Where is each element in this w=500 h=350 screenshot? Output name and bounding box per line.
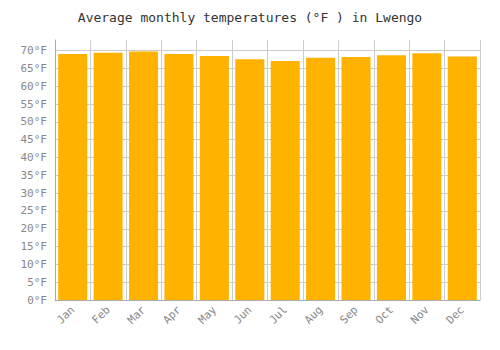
svg-text:50°F: 50°F bbox=[21, 115, 48, 128]
svg-text:Oct: Oct bbox=[373, 303, 396, 326]
svg-text:Jun: Jun bbox=[231, 303, 254, 326]
svg-text:20°F: 20°F bbox=[21, 222, 48, 235]
svg-text:Aug: Aug bbox=[302, 303, 325, 326]
svg-text:Apr: Apr bbox=[160, 303, 183, 326]
svg-text:60°F: 60°F bbox=[21, 80, 48, 93]
svg-text:30°F: 30°F bbox=[21, 187, 48, 200]
svg-text:Jul: Jul bbox=[267, 303, 290, 326]
svg-text:Dec: Dec bbox=[444, 303, 467, 326]
svg-text:10°F: 10°F bbox=[21, 258, 48, 271]
svg-text:35°F: 35°F bbox=[21, 169, 48, 182]
svg-text:55°F: 55°F bbox=[21, 98, 48, 111]
svg-text:45°F: 45°F bbox=[21, 133, 48, 146]
svg-text:25°F: 25°F bbox=[21, 204, 48, 217]
svg-text:65°F: 65°F bbox=[21, 62, 48, 75]
svg-text:0°F: 0°F bbox=[27, 294, 47, 307]
svg-text:5°F: 5°F bbox=[27, 276, 47, 289]
svg-text:May: May bbox=[196, 303, 219, 326]
svg-text:15°F: 15°F bbox=[21, 240, 48, 253]
svg-text:Nov: Nov bbox=[408, 303, 431, 326]
svg-text:Mar: Mar bbox=[125, 303, 148, 326]
svg-text:40°F: 40°F bbox=[21, 151, 48, 164]
svg-text:Feb: Feb bbox=[89, 303, 112, 326]
svg-text:70°F: 70°F bbox=[21, 44, 48, 57]
svg-text:Sep: Sep bbox=[337, 303, 360, 326]
svg-text:Average monthly temperatures (: Average monthly temperatures (°F ) in Lw… bbox=[78, 10, 422, 25]
svg-text:Jan: Jan bbox=[54, 303, 77, 326]
